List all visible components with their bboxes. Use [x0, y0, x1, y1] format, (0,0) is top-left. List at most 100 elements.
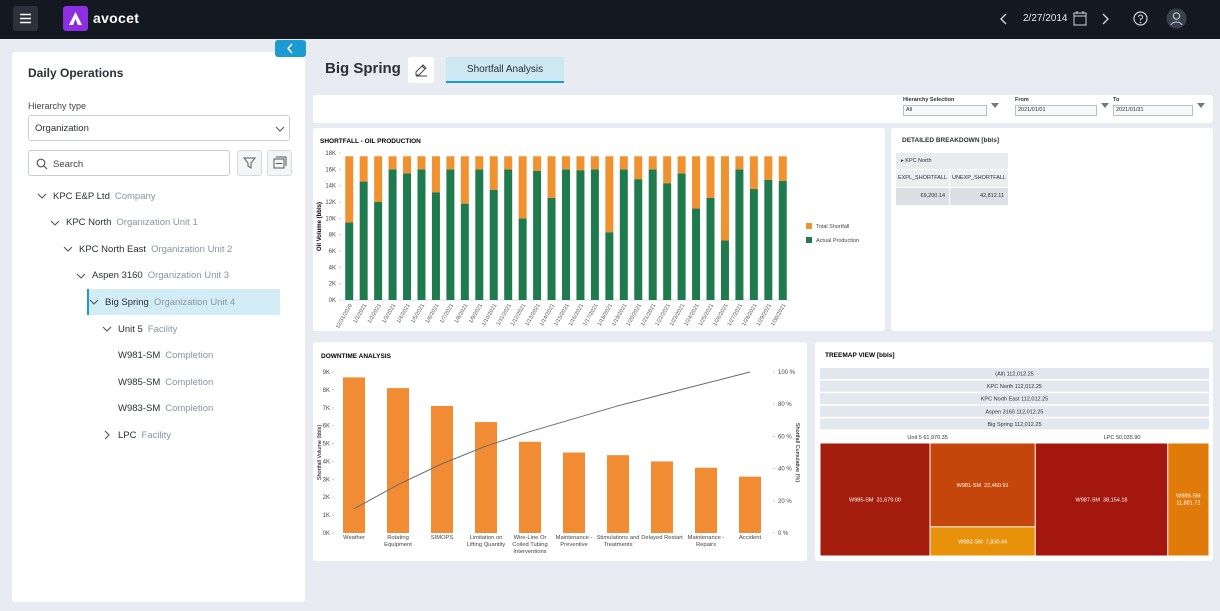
breakdown-panel: DETAILED BREAKDOWN [bbls] ▸ KPC North EX… [891, 128, 1213, 331]
tree-node[interactable]: KPC E&P Ltd Company [36, 183, 156, 209]
y2-tick-label: 40 % [778, 467, 792, 473]
bar-segment [533, 170, 542, 300]
tree-chevron[interactable] [101, 323, 113, 335]
tree-node[interactable]: Big Spring Organization Unit 4 [88, 289, 235, 315]
tree-node[interactable]: LPC Facility [101, 422, 171, 448]
filter-input[interactable]: All [903, 105, 987, 116]
node-type: Facility [147, 323, 178, 335]
chevron-shape [63, 246, 73, 252]
bar-segment [547, 197, 556, 300]
collapse-sidebar[interactable] [275, 40, 306, 57]
menu-button[interactable] [13, 6, 38, 31]
cell-label: W983-SM 7,830.44 [958, 539, 1007, 545]
node-type: Organization Unit 2 [151, 243, 233, 255]
arrow-shape [1197, 103, 1205, 108]
chevron-shape [37, 193, 47, 199]
tree-chevron[interactable] [88, 296, 100, 308]
bar-segment [605, 156, 614, 233]
bar-segment [576, 156, 585, 171]
node-type: Completion [165, 403, 214, 415]
bar-segment [764, 179, 773, 300]
y-axis-label: Shortfall Volume (bbls) [317, 425, 323, 480]
tree-node[interactable]: Aspen 3160 Organization Unit 3 [75, 263, 229, 289]
node-label: Unit 5 [118, 323, 143, 335]
bar [387, 388, 409, 533]
bar-segment [778, 180, 787, 300]
edit-button[interactable] [408, 57, 434, 83]
level-label: Aspen 3160 112,012.25 [985, 409, 1043, 415]
x-tick-label: Weather [343, 535, 365, 541]
tree-node[interactable]: Unit 5 Facility [101, 316, 177, 342]
chevron-shape [102, 326, 112, 332]
bar-segment [648, 169, 657, 300]
tree-node[interactable]: KPC North East Organization Unit 2 [62, 236, 232, 262]
bar-segment [460, 156, 469, 204]
arrow-shape [1101, 103, 1109, 108]
x-tick-label: Maintenance - Preventive [555, 535, 593, 548]
cell-label: W981-SM 22,460.91 [957, 483, 1009, 489]
filter-arrow[interactable] [1197, 103, 1205, 109]
breakdown-column: EXPL_SHORTFALL [896, 170, 949, 187]
help-icon[interactable] [1133, 11, 1148, 26]
tree-node[interactable]: KPC North Organization Unit 1 [49, 210, 198, 236]
next-date[interactable] [1100, 12, 1112, 26]
user-avatar[interactable] [1166, 8, 1187, 29]
bar-segment [677, 156, 686, 174]
tree-chevron[interactable] [62, 243, 74, 255]
y2-tick-label: 60 % [778, 434, 792, 440]
y-tick-label: 14K [325, 184, 336, 190]
filter-arrow[interactable] [1101, 103, 1109, 109]
tree-chevron[interactable] [75, 270, 87, 282]
tree-chevron[interactable] [36, 190, 48, 202]
node-type: Company [114, 190, 156, 202]
hierarchy-select[interactable]: Organization [28, 115, 290, 141]
prev-date[interactable] [998, 12, 1010, 26]
y-tick-label: 16K [325, 167, 336, 173]
cell-value: 31,679.00 [877, 498, 901, 504]
cell-label: W989-SM 11,881.72 [1176, 494, 1201, 507]
filter-input[interactable]: 2021/01/01 [1015, 105, 1097, 116]
bar-segment [518, 218, 527, 300]
tree-chevron[interactable] [101, 429, 113, 441]
group-label: Unit 5 61,970.35 [907, 435, 947, 441]
filter-arrow[interactable] [991, 103, 999, 109]
search-box[interactable]: Search [28, 150, 230, 176]
bar-segment [562, 169, 570, 300]
filter-button[interactable] [237, 150, 262, 176]
y-tick-label: 8K [323, 388, 330, 394]
collapse-arrow [287, 43, 293, 54]
tree-node[interactable]: W983-SM Completion [118, 396, 213, 422]
filter-label: Hierarchy Selection [903, 97, 955, 103]
y2-axis-label: Shortfall Cumulative (%) [794, 423, 800, 482]
bar-segment [547, 156, 556, 198]
search-placeholder: Search [53, 159, 84, 170]
bar-segment [778, 156, 787, 181]
tab-shortfall-analysis[interactable]: Shortfall Analysis [446, 57, 564, 83]
bar-segment [489, 189, 498, 300]
cell-name: W989-SM [1176, 494, 1201, 500]
collapse-all-button[interactable] [267, 150, 292, 176]
bar-segment [431, 192, 440, 300]
node-type: Completion [165, 350, 214, 362]
node-type: Organization Unit 1 [116, 217, 198, 229]
tree-chevron[interactable] [49, 217, 61, 229]
tree-node[interactable]: W985-SM Completion [118, 369, 213, 395]
treemap-cell [1168, 443, 1209, 556]
bar-segment [403, 156, 412, 174]
x-tick-label: 12/31/2020 [335, 303, 354, 330]
breakdown-column: UNEXP_SHORTFALL [950, 170, 1008, 187]
calendar-icon[interactable] [1073, 11, 1087, 26]
cell-name: W983-SM [958, 539, 983, 545]
filter-input[interactable]: 2021/01/31 [1113, 105, 1193, 116]
bar-segment [590, 156, 599, 170]
cell-value: 22,460.91 [984, 483, 1008, 489]
node-label: KPC E&P Ltd [53, 190, 110, 202]
bar-segment [359, 156, 368, 182]
level-row [820, 393, 1209, 405]
filter-icon [242, 157, 257, 169]
chevron-shape [50, 220, 60, 226]
tree-node[interactable]: W981-SM Completion [118, 343, 213, 369]
bar-segment [706, 197, 715, 300]
bar-segment [431, 156, 440, 193]
